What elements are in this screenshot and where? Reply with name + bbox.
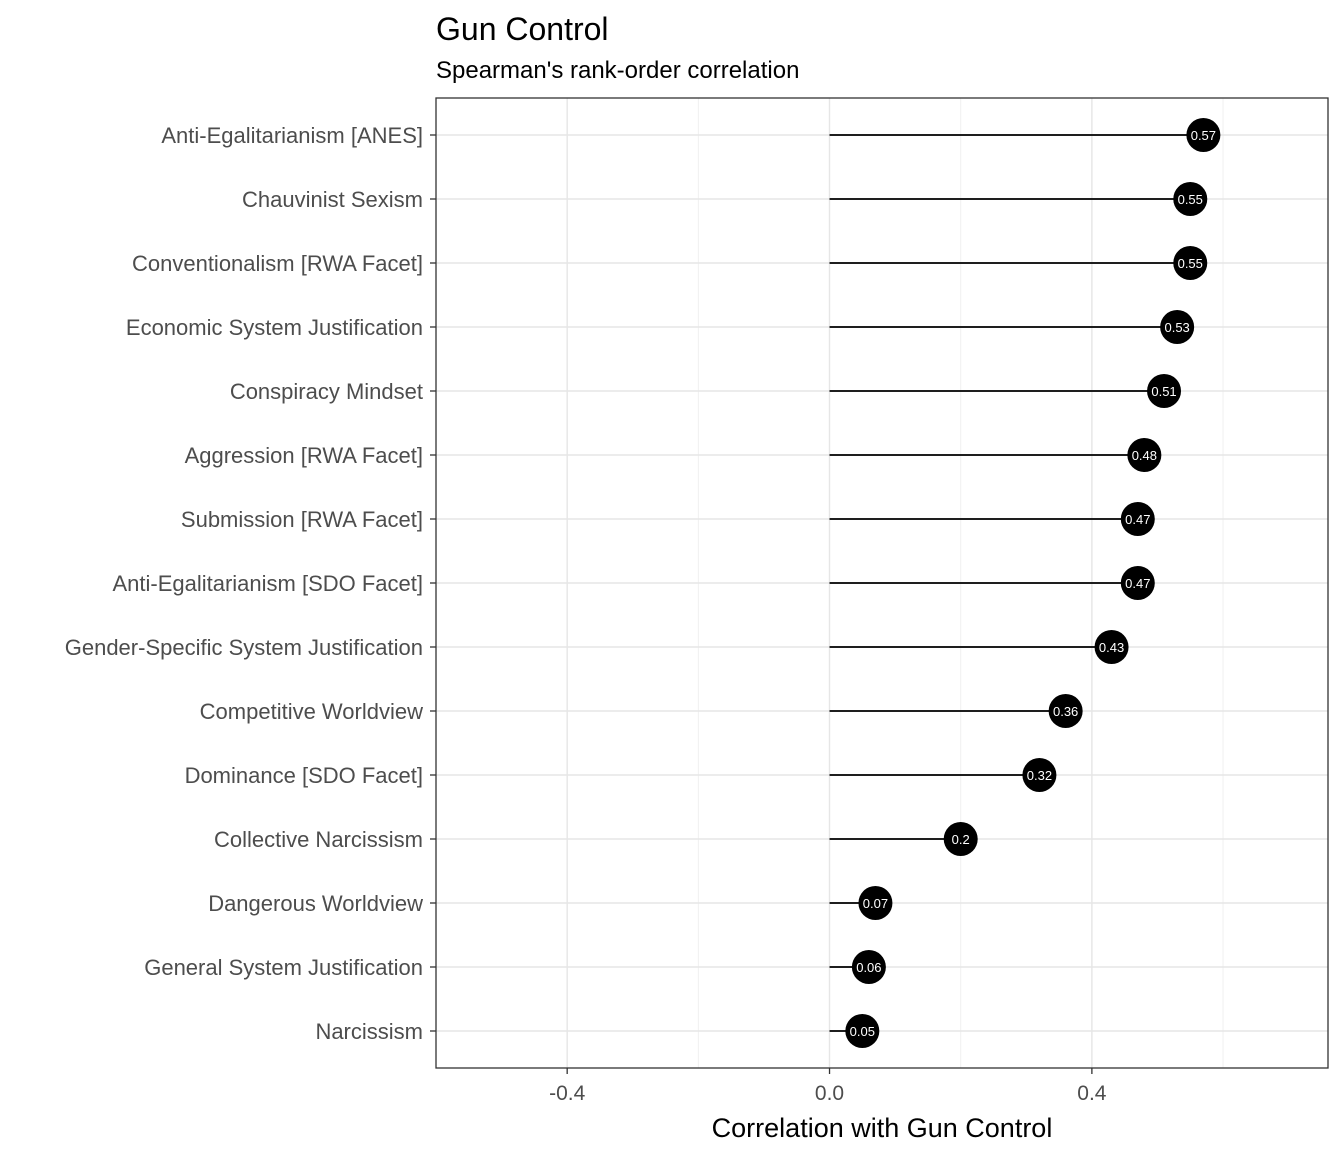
lollipop-point <box>1127 438 1162 472</box>
point-value-label: 0.53 <box>1164 320 1189 335</box>
x-tick-label: 0.0 <box>815 1082 844 1105</box>
y-tick-label: Dangerous Worldview <box>208 891 423 916</box>
lollipop-point <box>1173 246 1208 280</box>
y-tick-label: Chauvinist Sexism <box>242 187 423 212</box>
x-tick-label: -0.4 <box>549 1082 586 1105</box>
y-tick-label: Gender-Specific System Justification <box>65 635 423 660</box>
lollipop-point <box>1173 182 1208 216</box>
y-tick-label: Narcissism <box>315 1019 423 1044</box>
point-value-label: 0.47 <box>1125 576 1150 591</box>
lollipop-point <box>1094 630 1129 664</box>
point-value-label: 0.05 <box>850 1024 875 1039</box>
y-tick-label: Conspiracy Mindset <box>230 379 423 404</box>
point-value-label: 0.32 <box>1027 768 1052 783</box>
point-value-label: 0.57 <box>1191 128 1216 143</box>
y-tick-label: Aggression [RWA Facet] <box>185 443 423 468</box>
y-tick-label: Conventionalism [RWA Facet] <box>132 251 423 276</box>
chart-subtitle: Spearman's rank-order correlation <box>436 57 799 84</box>
lollipop-point <box>851 950 886 984</box>
lollipop-point <box>1048 694 1083 728</box>
y-tick-label: General System Justification <box>144 955 423 980</box>
point-value-label: 0.43 <box>1099 640 1124 655</box>
y-tick-label: Submission [RWA Facet] <box>181 507 423 532</box>
lollipop-point <box>845 1014 880 1048</box>
y-tick-label: Anti-Egalitarianism [ANES] <box>161 123 423 148</box>
chart-title: Gun Control <box>436 11 609 47</box>
y-tick-label: Competitive Worldview <box>200 699 423 724</box>
point-value-label: 0.07 <box>863 896 888 911</box>
lollipop-point <box>1120 566 1155 600</box>
lollipop-point <box>943 822 978 856</box>
x-axis: -0.4 0.0 0.4 <box>549 1068 1107 1105</box>
y-axis: Anti-Egalitarianism [ANES] Chauvinist Sex… <box>65 123 436 1044</box>
point-value-label: 0.51 <box>1151 384 1176 399</box>
lollipop-point <box>1186 118 1221 152</box>
point-value-label: 0.2 <box>952 832 970 847</box>
point-value-label: 0.06 <box>856 960 881 975</box>
lollipop-point <box>1160 310 1195 344</box>
y-tick-label: Economic System Justification <box>126 315 423 340</box>
y-tick-label: Anti-Egalitarianism [SDO Facet] <box>112 571 423 596</box>
y-tick-label: Dominance [SDO Facet] <box>185 763 423 788</box>
x-axis-title: Correlation with Gun Control <box>712 1113 1053 1143</box>
point-layer: 0.57 0.55 0.55 0.53 0.51 0.48 0.47 0.47 0.43 0.36… <box>845 118 1221 1048</box>
point-value-label: 0.55 <box>1178 256 1203 271</box>
lollipop-point <box>1147 374 1182 408</box>
lollipop-point <box>858 886 893 920</box>
point-value-label: 0.55 <box>1178 192 1203 207</box>
lollipop-point <box>1022 758 1057 792</box>
lollipop-point <box>1120 502 1155 536</box>
x-tick-label: 0.4 <box>1077 1082 1107 1105</box>
y-tick-label: Collective Narcissism <box>214 827 423 852</box>
point-value-label: 0.47 <box>1125 512 1150 527</box>
point-value-label: 0.36 <box>1053 704 1078 719</box>
point-value-label: 0.48 <box>1132 448 1157 463</box>
